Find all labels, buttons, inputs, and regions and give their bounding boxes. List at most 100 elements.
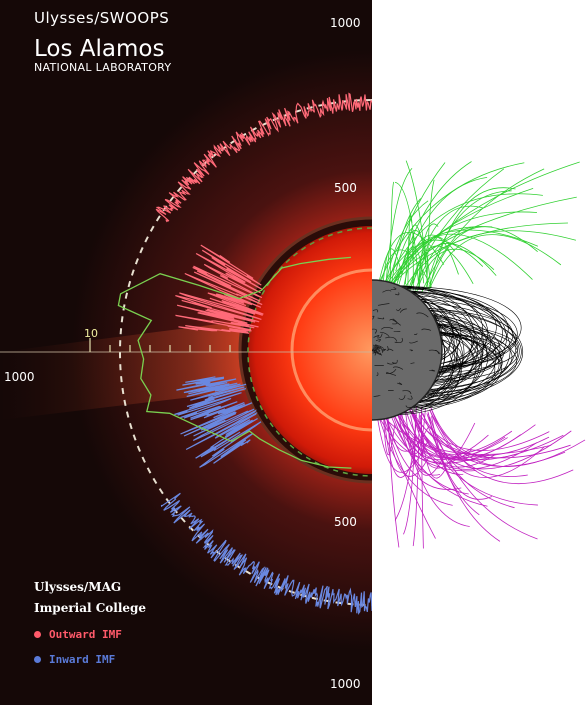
open-field-line [382,229,539,286]
surface-stroke [405,405,416,408]
open-field-line [378,410,552,455]
surface-stroke [387,348,394,352]
open-field-line [418,223,439,285]
surface-stroke [372,348,378,354]
surface-stroke [385,368,397,374]
open-field-line [431,416,493,500]
outward-dot-icon [34,631,41,638]
scale-label-upper-500: 500 [334,181,357,195]
legend-outward: Outward IMF [34,628,122,641]
field-line-model-panel [372,0,588,705]
surface-stroke [372,349,378,352]
surface-stroke [377,333,383,339]
closed-field-loop [372,308,522,395]
open-field-line [400,410,470,527]
open-field-line [427,411,501,542]
surface-stroke [414,333,418,335]
surface-stroke [377,350,381,354]
surface-stroke [377,303,390,306]
inward-dot-icon [34,656,41,663]
open-field-line [397,409,513,455]
surface-stroke [382,289,392,293]
org-name: Los Alamos [34,36,165,62]
inward-trace-line-inner [174,376,262,468]
surface-stroke [375,346,384,353]
surface-stroke [377,317,385,320]
surface-stroke [392,318,398,325]
surface-stroke [375,339,381,343]
open-field-line [384,196,577,289]
open-field-line [392,406,564,461]
open-field-line [409,245,474,293]
surface-stroke [381,348,386,352]
open-field-line [393,414,508,458]
open-field-line [385,200,429,285]
closed-field-loop [372,323,519,384]
open-field-line [428,234,562,292]
surface-stroke [434,350,440,354]
surface-stroke [407,395,413,400]
surface-stroke [373,350,378,354]
open-field-line [429,416,538,540]
1000-radius-circle [118,99,372,606]
outward-trace-line-inner [175,244,264,334]
scale-label-left-1000: 1000 [4,370,35,384]
legend-inward: Inward IMF [34,653,115,666]
open-field-line [376,414,428,473]
density-line [117,256,352,469]
open-field-line [412,231,414,291]
surface-stroke [372,328,377,334]
open-field-line [393,412,489,461]
open-field-line [429,409,528,477]
open-field-line [396,161,472,284]
instrument-institution: Imperial College [34,601,147,615]
open-field-line [395,230,432,288]
outward-trace-line [155,92,372,223]
open-field-line [422,413,515,509]
surface-stroke [410,362,415,365]
surface-stroke [373,345,384,349]
surface-stroke [394,292,400,296]
ulysses-polar-plot-panel: Ulysses/SWOOPS Los Alamos NATIONAL LABOR… [0,0,372,705]
surface-stroke [372,344,376,349]
surface-stroke [381,326,394,330]
surface-texture [372,287,441,408]
open-field-line [419,415,446,479]
open-field-line [386,162,446,292]
surface-stroke [374,344,379,349]
open-field-line [377,162,525,287]
surface-stroke [416,312,429,318]
closed-field-loop [372,301,523,403]
open-field-line [415,226,483,291]
closed-field-loop [372,306,520,396]
surface-stroke [421,328,432,331]
surface-stroke [379,331,390,338]
open-field-line [403,405,417,535]
open-field-line [385,412,462,490]
legend-outward-label: Outward IMF [49,628,122,641]
surface-stroke [376,352,382,355]
org-subtitle: NATIONAL LABORATORY [34,61,172,74]
surface-stroke [396,308,402,312]
open-field-line [426,179,435,284]
equatorial-streamer [0,320,250,420]
surface-stroke [385,336,398,342]
open-field-line [384,407,430,477]
surface-stroke [392,359,398,364]
open-field-line [382,248,403,285]
open-field-line [376,409,453,506]
open-field-line [391,411,506,459]
open-field-line [425,190,512,291]
open-field-line [428,226,538,290]
open-field-line [396,176,488,292]
sun-limb [290,268,372,432]
surface-stroke [390,287,397,290]
open-field-line [404,408,446,476]
mission-title: Ulysses/SWOOPS [34,9,170,27]
closed-field-loop [372,290,511,410]
open-field-line [385,167,413,290]
legend-inward-label: Inward IMF [49,653,116,666]
open-field-line [394,181,419,285]
open-field-line [390,409,469,495]
